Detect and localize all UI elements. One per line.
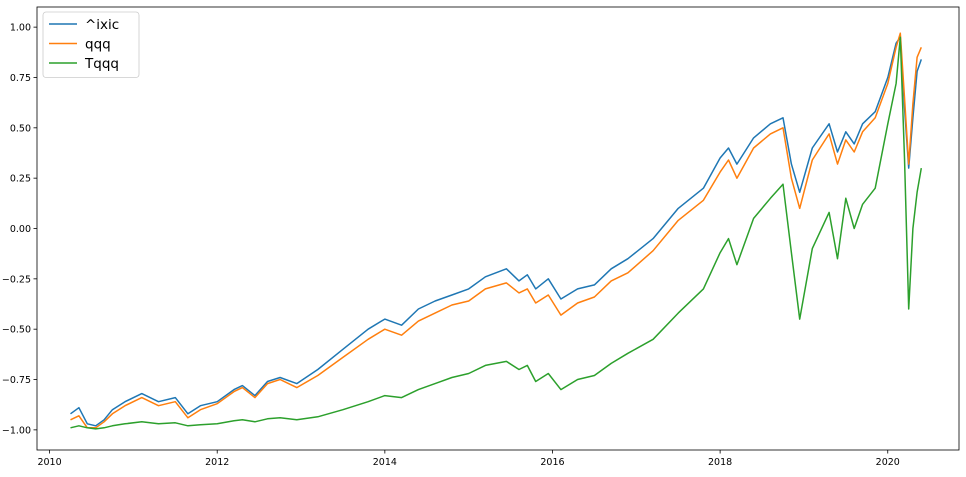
y-tick-label: −0.25 <box>2 274 31 285</box>
y-tick-label: −0.50 <box>2 325 31 336</box>
series-line-1 <box>70 32 922 429</box>
y-tick-label: 0.50 <box>10 123 31 134</box>
legend: ^ixic qqq Tqqq <box>42 11 140 78</box>
series-layer <box>70 32 923 430</box>
y-tick-label: 0.75 <box>10 73 31 84</box>
legend-label: Tqqq <box>84 56 119 72</box>
x-tick-label: 2012 <box>205 457 229 468</box>
legend-box <box>42 11 140 78</box>
x-tick-label: 2010 <box>37 457 61 468</box>
y-tick-label: 0.00 <box>10 224 31 235</box>
legend-label: ^ixic <box>85 17 119 33</box>
x-tick-label: 2020 <box>876 457 900 468</box>
legend-label: qqq <box>85 37 111 53</box>
y-tick-label: 1.00 <box>10 23 31 34</box>
y-axis: 1.00 0.75 0.50 0.25 0.00 −0.25 −0.50 −0.75 −1.00 <box>2 23 37 436</box>
series-line-0 <box>70 36 923 427</box>
y-tick-label: −0.75 <box>2 375 31 386</box>
y-tick-label: 0.25 <box>10 174 31 185</box>
x-tick-label: 2016 <box>540 457 564 468</box>
x-tick-label: 2018 <box>708 457 732 468</box>
y-tick-label: −1.00 <box>2 425 31 436</box>
x-tick-label: 2014 <box>373 457 397 468</box>
series-line-2 <box>70 36 923 430</box>
x-axis: 2010 2012 2014 2016 2018 2020 <box>37 450 900 468</box>
